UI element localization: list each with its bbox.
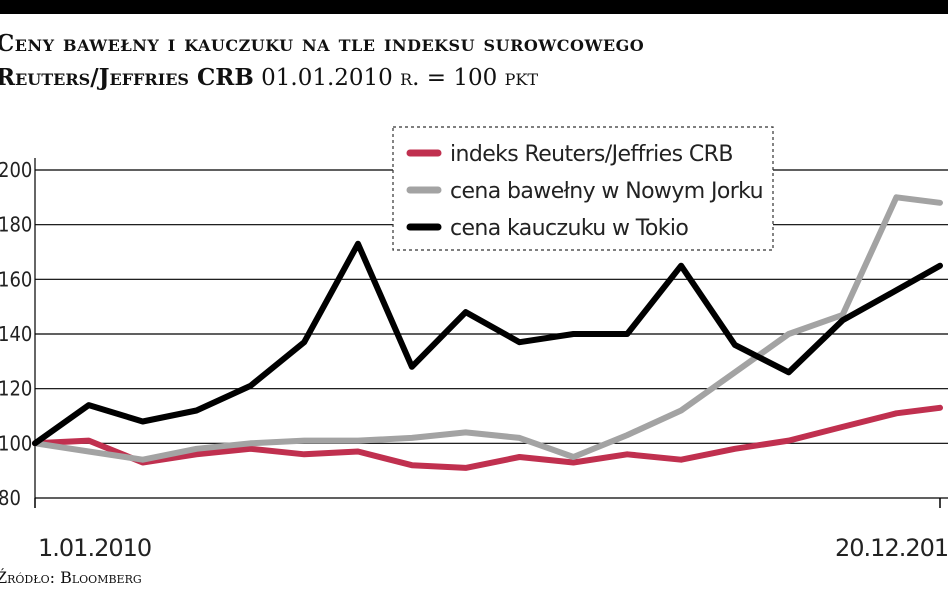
series-line-3 [32, 240, 943, 447]
source-note: Źródło: Bloomberg [0, 568, 142, 587]
y-tick-label-100: 100 [0, 431, 32, 455]
y-tick-label-200: 200 [0, 158, 32, 182]
subtitle-date: 01.01.2010 [253, 65, 401, 91]
y-tick-label-180: 180 [0, 213, 32, 237]
subtitle-unit: pkt [504, 65, 538, 91]
legend-box [392, 126, 774, 251]
series-line-1 [32, 404, 943, 471]
legend-label-2: cena bawełny w Nowym Jorku [450, 179, 763, 204]
subtitle-base: = 100 [419, 65, 505, 91]
y-tick-label-160: 160 [0, 267, 32, 291]
chart-title: Ceny bawełny i kauczuku na tle indeksu s… [0, 30, 645, 57]
series-line-2 [32, 194, 943, 463]
x-tick-label-end: 20.12.2010 [835, 534, 948, 562]
y-tick-label-140: 140 [0, 322, 32, 346]
legend-label-1: indeks Reuters/Jeffries CRB [450, 142, 733, 167]
subtitle-index-name: Reuters/Jeffries CRB [0, 64, 254, 91]
y-tick-label-120: 120 [0, 377, 32, 401]
chart-subtitle: Reuters/Jeffries CRB 01.01.2010 r. = 100… [0, 64, 538, 91]
x-tick-label-start: 1.01.2010 [38, 534, 151, 562]
top-black-bar [0, 0, 948, 14]
y-tick-label-80: 80 [0, 486, 21, 510]
legend-label-3: cena kauczuku w Tokio [450, 216, 688, 241]
subtitle-r: r. [400, 65, 420, 91]
